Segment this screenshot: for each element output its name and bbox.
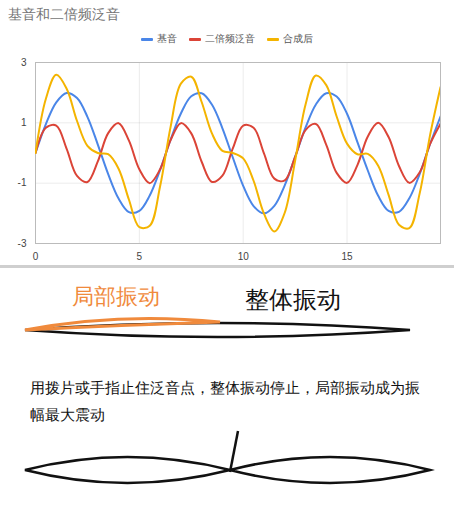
svg-text:10: 10 <box>238 251 250 262</box>
svg-text:3: 3 <box>21 57 27 68</box>
svg-text:-1: -1 <box>18 177 27 188</box>
svg-text:15: 15 <box>341 251 353 262</box>
html-text:用拨片或手指止住泛音点，整体振动停止，局部振动成为振幅最大震: 用拨片或手指止住泛音点，整体振动停止，局部振动成为振幅最大震动 <box>30 379 420 423</box>
svg-text:5: 5 <box>137 251 143 262</box>
html-text:整体振动: 整体振动 <box>245 286 341 313</box>
svg-text:0: 0 <box>33 251 39 262</box>
html-text:局部振动: 局部振动 <box>72 284 160 309</box>
html-text:基音: 基音 <box>157 33 177 44</box>
html-text:二倍频泛音: 二倍频泛音 <box>205 33 255 44</box>
html-text:基音和二倍频泛音: 基音和二倍频泛音 <box>8 6 120 22</box>
svg-text:1: 1 <box>21 117 27 128</box>
html-text:合成后: 合成后 <box>283 33 313 44</box>
svg-text:-3: -3 <box>18 238 27 249</box>
